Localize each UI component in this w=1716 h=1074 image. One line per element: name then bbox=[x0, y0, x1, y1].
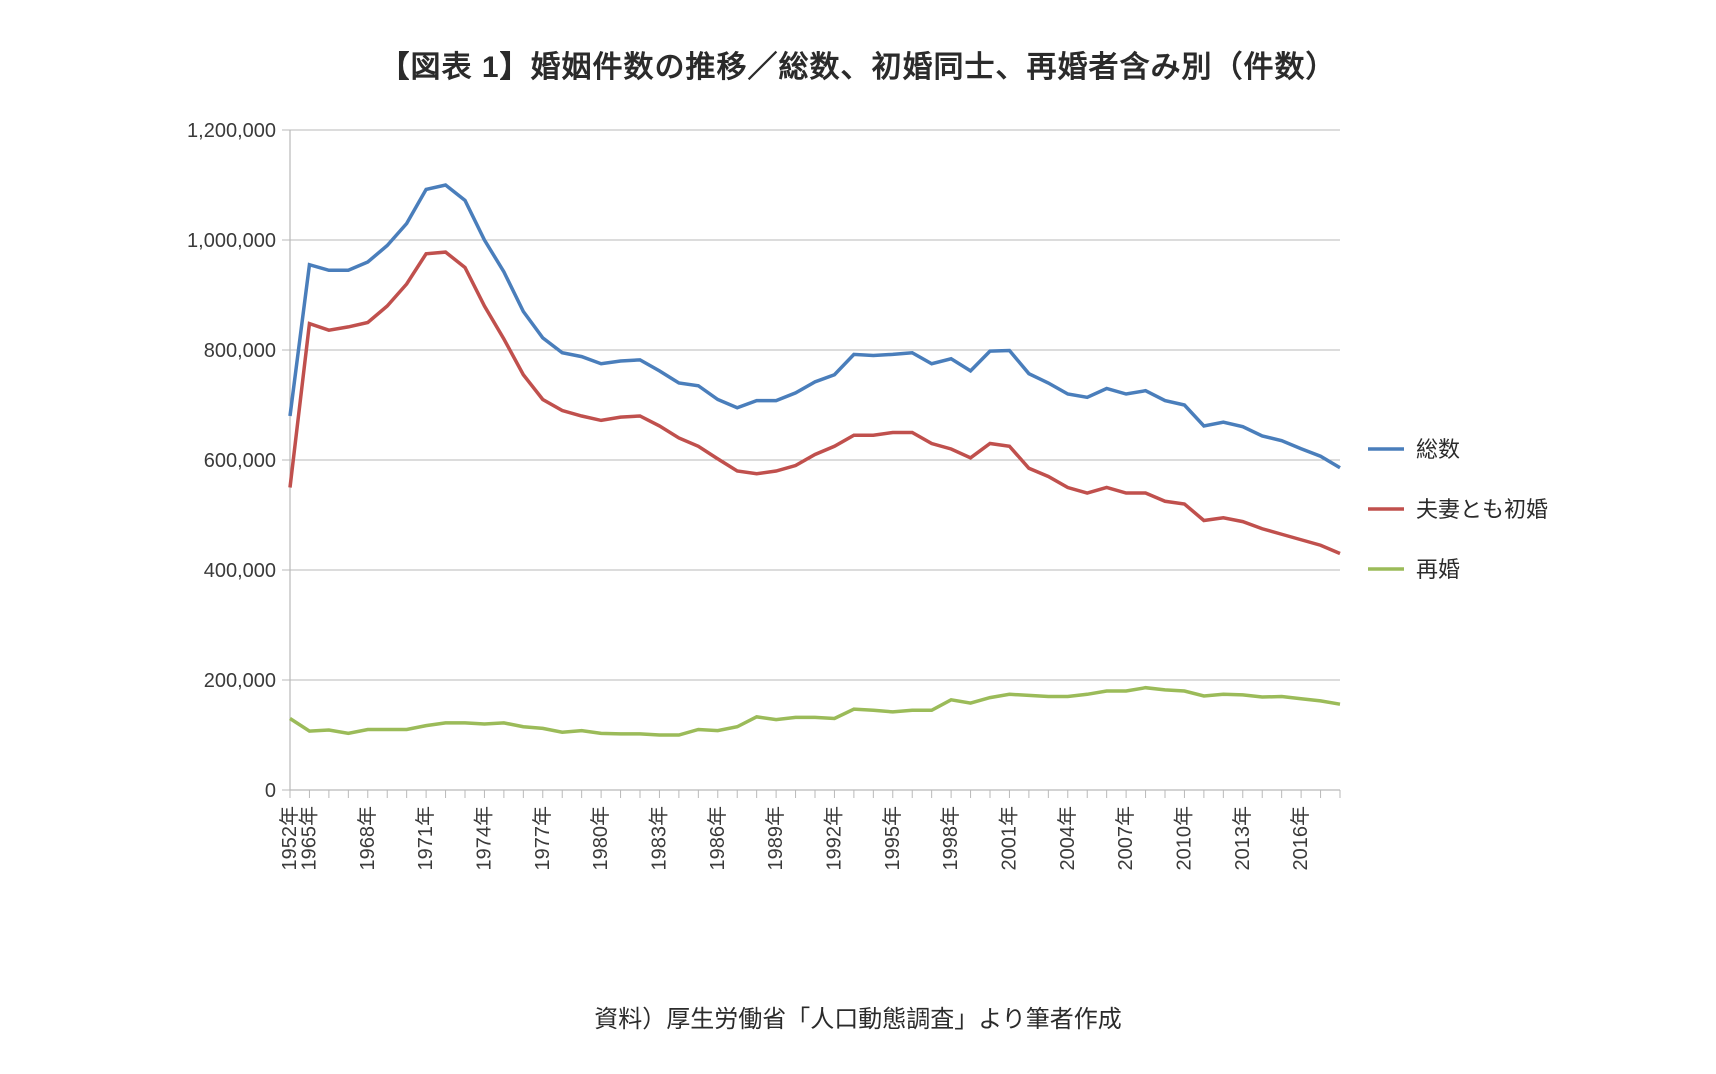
svg-text:1,200,000: 1,200,000 bbox=[187, 120, 276, 142]
svg-text:1968年: 1968年 bbox=[356, 806, 379, 871]
legend-label: 総数 bbox=[1416, 437, 1460, 462]
svg-text:1965年: 1965年 bbox=[297, 806, 320, 871]
svg-text:600,000: 600,000 bbox=[204, 450, 276, 472]
svg-text:2001年: 2001年 bbox=[997, 806, 1020, 871]
svg-text:1992年: 1992年 bbox=[822, 806, 845, 871]
svg-text:2007年: 2007年 bbox=[1114, 806, 1137, 871]
svg-text:2004年: 2004年 bbox=[1056, 806, 1079, 871]
svg-text:200,000: 200,000 bbox=[204, 670, 276, 692]
svg-text:2016年: 2016年 bbox=[1289, 806, 1312, 871]
svg-text:800,000: 800,000 bbox=[204, 340, 276, 362]
svg-text:1989年: 1989年 bbox=[764, 806, 787, 871]
svg-text:1977年: 1977年 bbox=[531, 806, 554, 871]
svg-text:1998年: 1998年 bbox=[939, 806, 962, 871]
legend-label: 夫妻とも初婚 bbox=[1416, 497, 1548, 522]
svg-text:1995年: 1995年 bbox=[881, 806, 904, 871]
chart-title: 【図表 1】婚姻件数の推移／総数、初婚同士、再婚者含み別（件数） bbox=[0, 42, 1716, 86]
svg-text:1980年: 1980年 bbox=[589, 806, 612, 871]
svg-text:0: 0 bbox=[265, 780, 276, 802]
svg-text:1,000,000: 1,000,000 bbox=[187, 230, 276, 252]
source-line: 資料）厚生労働省「人口動態調査」より筆者作成 bbox=[0, 999, 1716, 1034]
svg-text:1986年: 1986年 bbox=[706, 806, 729, 871]
svg-text:1971年: 1971年 bbox=[414, 806, 437, 871]
svg-text:400,000: 400,000 bbox=[204, 560, 276, 582]
svg-text:1983年: 1983年 bbox=[647, 806, 670, 871]
chart: 0 200,000 400,000 600,000 800,000 1,000,000 1,… bbox=[150, 110, 1570, 930]
svg-text:2013年: 2013年 bbox=[1231, 806, 1254, 871]
svg-text:1974年: 1974年 bbox=[472, 806, 495, 871]
legend-label: 再婚 bbox=[1416, 557, 1460, 582]
svg-text:2010年: 2010年 bbox=[1172, 806, 1195, 871]
